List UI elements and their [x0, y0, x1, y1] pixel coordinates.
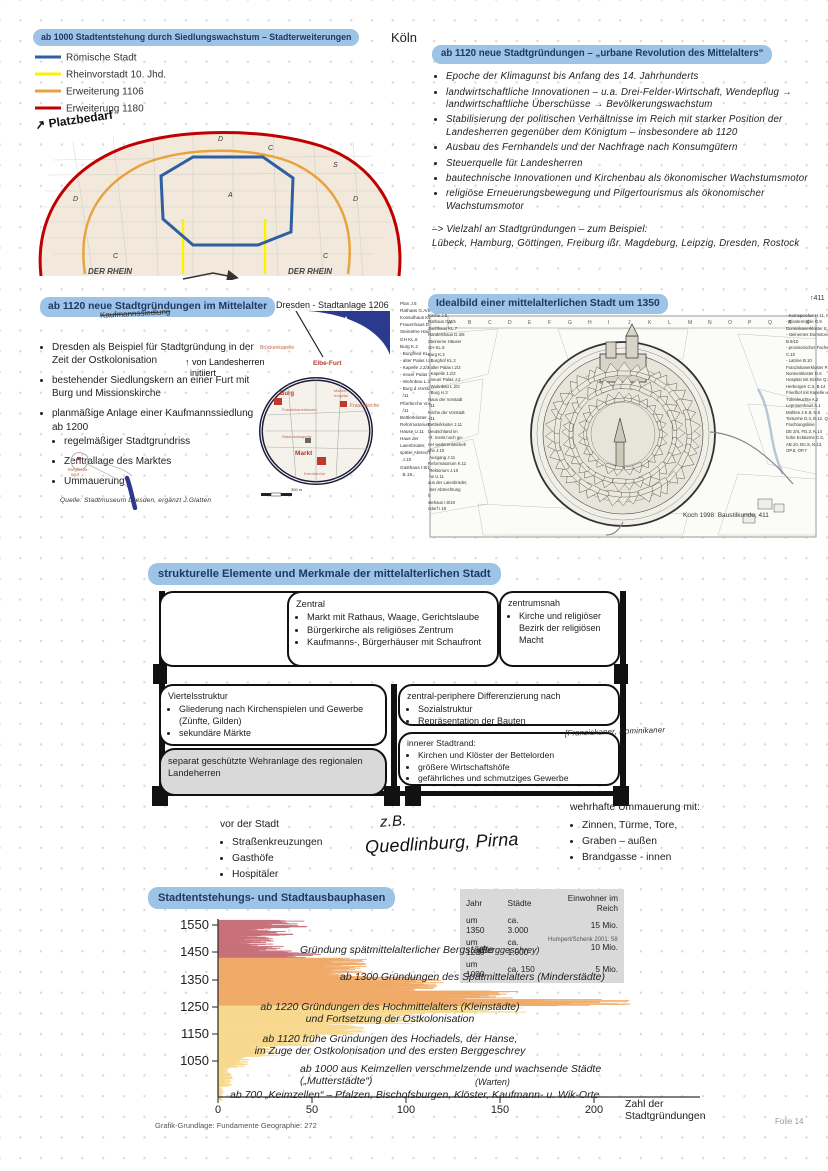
svg-text:Zahl der: Zahl der — [625, 1098, 664, 1110]
svg-text:ab 1220 Gründungen des Hochmit: ab 1220 Gründungen des Hochmittelalters … — [260, 1001, 519, 1013]
svg-text:1250: 1250 — [180, 999, 209, 1014]
svg-text:im Zuge der Ostkolonisation un: im Zuge der Ostkolonisation und des erst… — [255, 1045, 527, 1057]
svg-text:1450: 1450 — [180, 944, 209, 959]
svg-text:(„Mutterstädte“): („Mutterstädte“) — [300, 1075, 372, 1087]
svg-text:(Warten): (Warten) — [475, 1077, 510, 1087]
svg-text:50: 50 — [306, 1104, 318, 1116]
svg-text:ab 1000 aus Keimzellen verschm: ab 1000 aus Keimzellen verschmelzende un… — [300, 1063, 601, 1075]
svg-text:100: 100 — [397, 1104, 415, 1116]
svg-text:0: 0 — [215, 1104, 221, 1116]
svg-text:Stadtgründungen: Stadtgründungen — [625, 1110, 706, 1122]
svg-text:1150: 1150 — [181, 1026, 209, 1041]
svg-text:Folie 14: Folie 14 — [775, 1117, 804, 1126]
svg-text:ab 700 „Keimzellen“ – Pfalzen,: ab 700 „Keimzellen“ – Pfalzen, Bischofsb… — [230, 1089, 599, 1101]
svg-text:und Fortsetzung der Ostkolonis: und Fortsetzung der Ostkolonisation — [306, 1013, 475, 1025]
svg-text:1550: 1550 — [180, 917, 209, 932]
svg-text:1350: 1350 — [180, 972, 209, 987]
svg-text:200: 200 — [585, 1104, 603, 1116]
svg-text:ab 1120 frühe Gründungen des H: ab 1120 frühe Gründungen des Hochadels, … — [263, 1033, 518, 1045]
svg-text:Grafik-Grundlage: Fundamente G: Grafik-Grundlage: Fundamente Geographie:… — [155, 1121, 317, 1130]
svg-text:150: 150 — [491, 1104, 509, 1116]
svg-text:1050: 1050 — [180, 1053, 209, 1068]
